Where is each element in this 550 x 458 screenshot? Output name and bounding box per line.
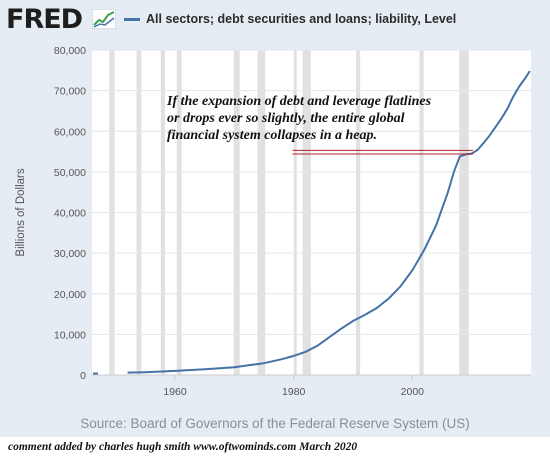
y-tick-label: 70,000: [54, 86, 86, 98]
y-tick-label: 20,000: [54, 289, 86, 301]
series-line: [127, 70, 531, 374]
chart-header: FRED All sectors; debt securities and lo…: [0, 0, 550, 40]
legend-label: All sectors; debt securities and loans; …: [146, 12, 457, 26]
fred-graph-icon: [92, 9, 116, 29]
x-axis-ticks: 1960 1980 2000: [163, 375, 424, 398]
credit-text: comment added by charles hugh smith www.…: [8, 441, 358, 453]
source-note: Source: Board of Governors of the Federa…: [80, 416, 470, 431]
y-tick-label: 10,000: [54, 329, 86, 341]
y-tick-label: 0: [80, 370, 86, 382]
fred-logo: FRED: [6, 4, 83, 35]
y-tick-label: 30,000: [54, 248, 86, 260]
y-tick-label: 50,000: [54, 167, 86, 179]
y-tick-label: 40,000: [54, 208, 86, 220]
annotation-line: If the expansion of debt and leverage fl…: [167, 94, 432, 109]
annotation-text: If the expansion of debt and leverage fl…: [167, 93, 431, 144]
legend-swatch: [124, 18, 140, 21]
grid-lines: [92, 49, 531, 376]
x-tick-label: 1980: [282, 386, 306, 398]
credit-line: comment added by charles hugh smith www.…: [0, 437, 550, 458]
annotation-marker-lines: [292, 149, 473, 155]
y-tick-label: 80,000: [54, 45, 86, 57]
x-tick-label: 2000: [401, 386, 425, 398]
annotation-line: or drops ever so slightly, the entire gl…: [167, 111, 405, 126]
x-tick-label: 1960: [163, 386, 187, 398]
y-axis-ticks: 0 10,000 20,000 30,000 40,000 50,000 60,000 70,…: [54, 45, 86, 382]
annotation-line: financial system collapses in a heap.: [167, 128, 377, 143]
y-axis-label: Billions of Dollars: [15, 168, 27, 256]
line-chart: 0 10,000 20,000 30,000 40,000 50,000 60,000 70,…: [15, 45, 531, 398]
y-tick-label: 60,000: [54, 126, 86, 138]
